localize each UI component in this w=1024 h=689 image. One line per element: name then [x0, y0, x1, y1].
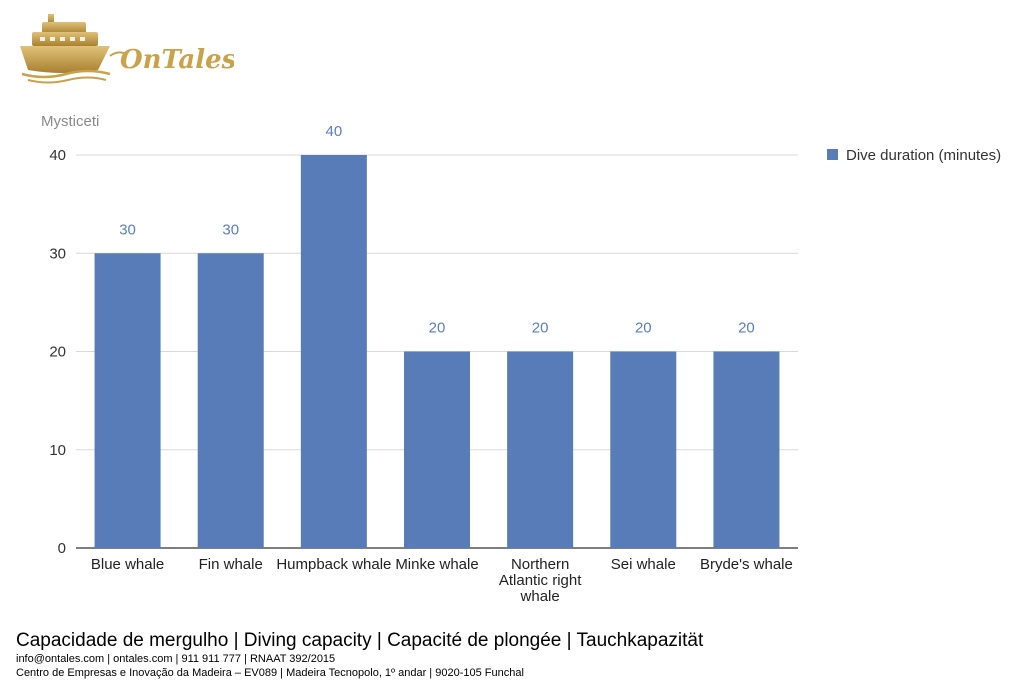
legend-swatch: [827, 149, 838, 160]
data-label: 30: [119, 221, 136, 238]
y-tick-label: 20: [49, 344, 66, 361]
legend: Dive duration (minutes): [827, 147, 1001, 164]
data-label: 20: [429, 320, 446, 337]
bar: [300, 155, 367, 548]
x-tick-label: Minke whale: [395, 556, 478, 573]
x-tick-label: Sei whale: [611, 556, 676, 573]
data-label: 20: [635, 320, 652, 337]
bar: [403, 351, 471, 548]
ship-icon: [20, 14, 111, 84]
legend-label: Dive duration (minutes): [846, 147, 1001, 164]
data-label: 30: [222, 221, 239, 238]
logo-text: OnTales: [120, 45, 234, 75]
bar: [507, 351, 574, 548]
chart-title: Mysticeti: [41, 113, 99, 130]
footer: Capacidade de mergulho | Diving capacity…: [16, 630, 1016, 680]
x-tick-label: Northern Atlantic right whale: [499, 556, 582, 605]
x-tick-label: Bryde's whale: [700, 556, 793, 573]
x-axis: Blue whale Fin whale Humpback whale Minke w…: [91, 556, 793, 605]
footer-address: Centro de Empresas e Inovação da Madeira…: [16, 667, 524, 679]
x-tick-label: Blue whale: [91, 556, 164, 573]
bar: [197, 253, 264, 548]
y-tick-label: 0: [58, 540, 66, 557]
bars: [94, 155, 780, 548]
footer-contact: info@ontales.com | ontales.com | 911 911…: [16, 653, 336, 665]
bar: [94, 253, 161, 548]
data-label: 20: [532, 320, 549, 337]
data-labels: 30 30 40 20 20 20 20: [119, 123, 755, 337]
y-tick-label: 30: [49, 245, 66, 262]
bar: [610, 351, 677, 548]
data-label: 40: [326, 123, 343, 140]
dive-duration-chart: Mysticeti 0 10 20 30 40 30 30 40 20 20 20 20 Blue …: [41, 113, 1001, 605]
bar: [713, 351, 780, 548]
y-tick-label: 40: [49, 147, 66, 164]
data-label: 20: [738, 320, 755, 337]
y-axis: 0 10 20 30 40: [49, 147, 66, 557]
footer-title: Capacidade de mergulho | Diving capacity…: [16, 630, 704, 651]
ontales-logo: OnTales: [20, 14, 234, 84]
x-tick-label: Fin whale: [199, 556, 263, 573]
y-tick-label: 10: [49, 442, 66, 459]
x-tick-label: Humpback whale: [276, 556, 391, 573]
